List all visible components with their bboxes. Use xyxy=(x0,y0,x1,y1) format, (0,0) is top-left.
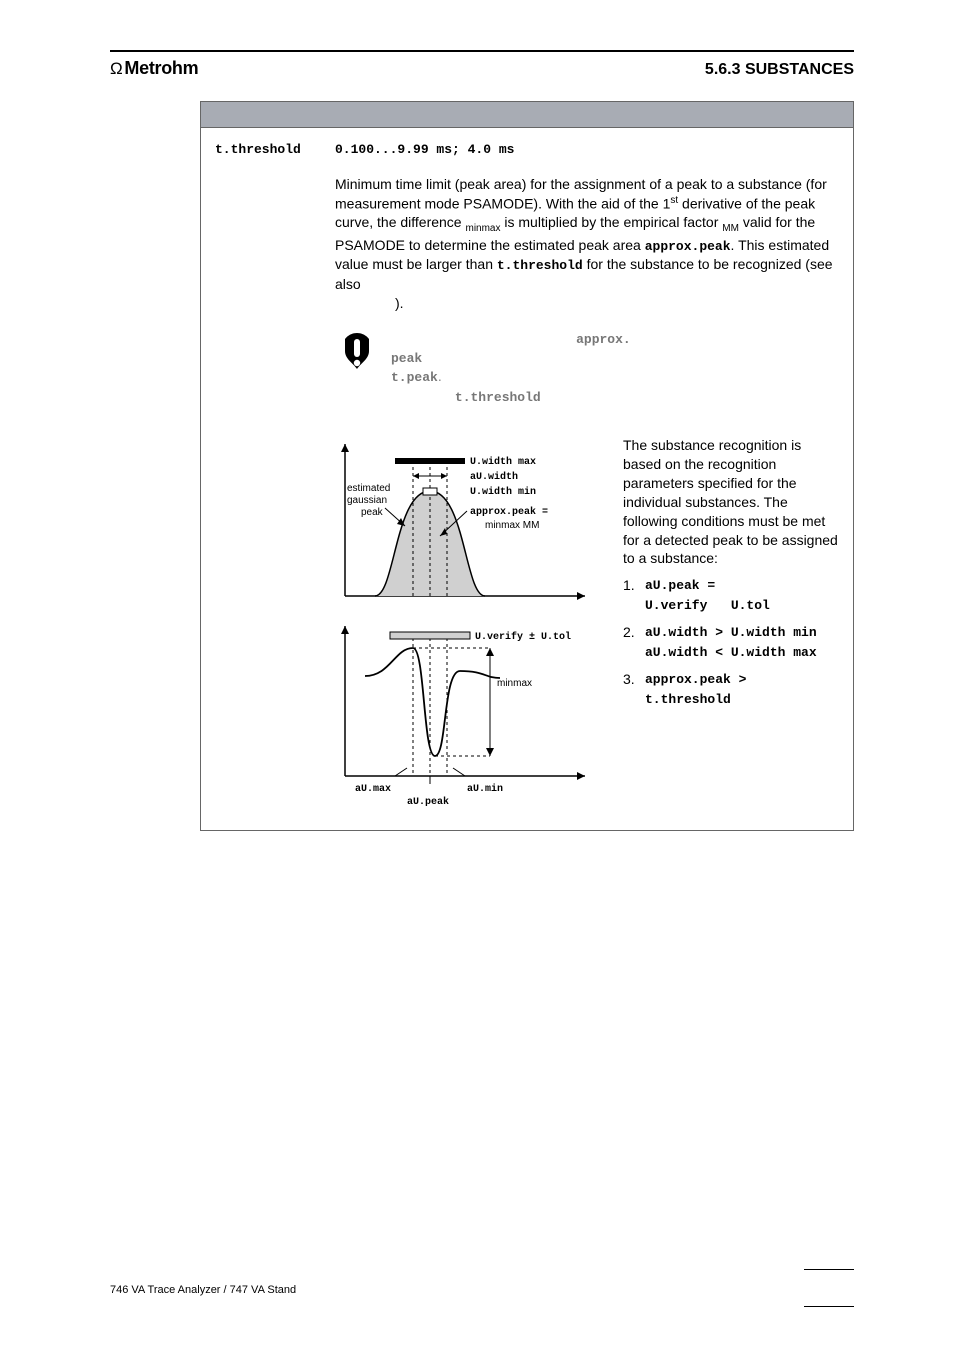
svg-text:aU.max: aU.max xyxy=(355,784,391,795)
svg-text:aU.min: aU.min xyxy=(467,783,503,795)
paragraph-description: Minimum time limit (peak area) for the a… xyxy=(335,175,839,313)
brand-logo: ΩMetrohm xyxy=(110,58,198,79)
footer-rule-bottom xyxy=(804,1306,854,1307)
condition-text: approx.peak >t.threshold xyxy=(645,670,746,709)
peak-diagram: U.width max aU.width U.width min approx.pea… xyxy=(335,436,605,816)
conditions-intro: The substance recognition is based on th… xyxy=(623,436,839,568)
svg-text:aU.width: aU.width xyxy=(470,471,518,483)
warning-text: approx. peak t.peak. t.threshold xyxy=(391,329,631,407)
content-box: t.threshold 0.100...9.99 ms; 4.0 ms Mini… xyxy=(200,101,854,831)
svg-text:minmax MM: minmax MM xyxy=(485,520,539,531)
page-footer: 746 VA Trace Analyzer / 747 VA Stand xyxy=(110,1269,854,1307)
page-header: ΩMetrohm 5.6.3 SUBSTANCES xyxy=(110,58,854,79)
parameter-row: t.threshold 0.100...9.99 ms; 4.0 ms xyxy=(215,142,839,157)
figure-row: U.width max aU.width U.width min approx.pea… xyxy=(335,436,839,816)
svg-text:U.width max: U.width max xyxy=(470,456,536,468)
svg-text:minmax: minmax xyxy=(497,678,532,689)
conditions-column: The substance recognition is based on th… xyxy=(623,436,839,717)
condition-item: 1.aU.peak =U.verify U.tol xyxy=(623,576,839,615)
parameter-value: 0.100...9.99 ms; 4.0 ms xyxy=(335,142,514,157)
svg-text:aU.peak: aU.peak xyxy=(407,796,449,808)
footer-rule-top xyxy=(804,1269,854,1270)
parameter-name: t.threshold xyxy=(215,142,335,157)
svg-text:estimated: estimated xyxy=(347,483,390,494)
condition-text: aU.width > U.width minaU.width < U.width… xyxy=(645,623,817,662)
condition-item: 3.approx.peak >t.threshold xyxy=(623,670,839,709)
omega-icon: Ω xyxy=(110,59,122,78)
condition-number: 3. xyxy=(623,670,645,709)
brand-name: Metrohm xyxy=(124,58,198,78)
svg-text:U.verify ± U.tol: U.verify ± U.tol xyxy=(475,631,571,643)
svg-text:gaussian: gaussian xyxy=(347,495,387,506)
svg-text:approx.peak =: approx.peak = xyxy=(470,506,548,518)
condition-item: 2.aU.width > U.width minaU.width < U.wid… xyxy=(623,623,839,662)
svg-text:U.width min: U.width min xyxy=(470,486,536,498)
condition-number: 2. xyxy=(623,623,645,662)
condition-number: 1. xyxy=(623,576,645,615)
footer-text: 746 VA Trace Analyzer / 747 VA Stand xyxy=(110,1284,296,1296)
condition-text: aU.peak =U.verify U.tol xyxy=(645,576,770,615)
warning-note: approx. peak t.peak. t.threshold xyxy=(335,329,839,407)
conditions-list: 1.aU.peak =U.verify U.tol2.aU.width > U.… xyxy=(623,576,839,709)
warning-icon xyxy=(335,329,379,373)
box-titlebar xyxy=(201,102,853,128)
section-title: 5.6.3 SUBSTANCES xyxy=(705,61,854,79)
header-rule xyxy=(110,50,854,52)
svg-text:peak: peak xyxy=(361,507,384,518)
